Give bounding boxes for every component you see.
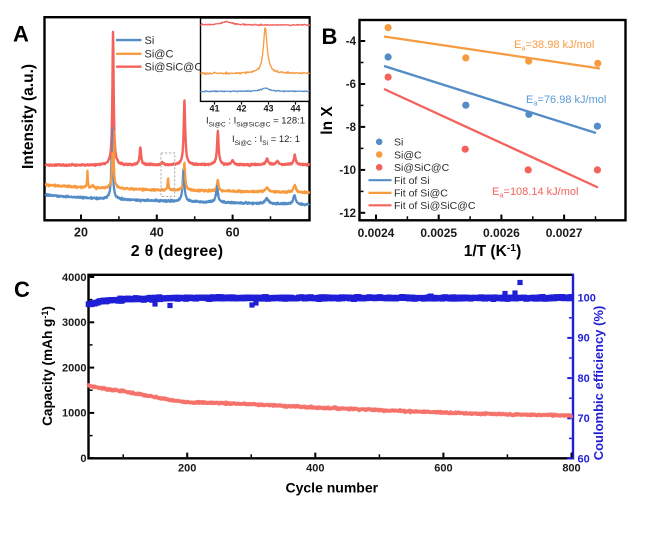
svg-text:Si@SiC@C: Si@SiC@C <box>394 162 450 174</box>
svg-text:Si: Si <box>145 35 155 47</box>
svg-text:Fit of Si@C: Fit of Si@C <box>394 188 448 200</box>
svg-text:60: 60 <box>578 453 590 465</box>
svg-text:100: 100 <box>578 293 596 305</box>
svg-text:Ea=76.98 kJ/mol: Ea=76.98 kJ/mol <box>526 94 606 108</box>
svg-text:0.0024: 0.0024 <box>358 226 395 240</box>
svg-text:0: 0 <box>80 453 86 465</box>
svg-text:60: 60 <box>226 226 240 240</box>
svg-text:C: C <box>14 277 30 302</box>
svg-text:800: 800 <box>562 463 580 475</box>
svg-text:42: 42 <box>236 104 246 114</box>
svg-text:3000: 3000 <box>62 317 86 329</box>
svg-text:Si@SiC@C: Si@SiC@C <box>145 62 203 74</box>
svg-text:200: 200 <box>178 463 196 475</box>
svg-text:Fit of Si@SiC@C: Fit of Si@SiC@C <box>394 200 476 212</box>
svg-text:43: 43 <box>263 104 273 114</box>
svg-text:1000: 1000 <box>62 408 86 420</box>
svg-text:-8: -8 <box>346 122 357 134</box>
svg-text:-4: -4 <box>346 36 357 48</box>
svg-text:Si@C: Si@C <box>145 49 174 61</box>
svg-text:Ea=38.98 kJ/mol: Ea=38.98 kJ/mol <box>514 39 594 53</box>
svg-text:Intensity (a.u.): Intensity (a.u.) <box>20 64 37 169</box>
svg-text:20: 20 <box>74 226 88 240</box>
svg-text:0.0027: 0.0027 <box>546 226 583 240</box>
svg-text:Si@C: Si@C <box>394 149 422 161</box>
svg-text:70: 70 <box>578 413 590 425</box>
svg-text:40: 40 <box>150 226 164 240</box>
svg-text:400: 400 <box>306 463 324 475</box>
svg-text:A: A <box>13 22 29 47</box>
svg-text:Coulombic efficiency (%): Coulombic efficiency (%) <box>591 306 606 461</box>
svg-text:2 θ (degree): 2 θ (degree) <box>131 243 224 260</box>
svg-text:Capacity (mAh g-1): Capacity (mAh g-1) <box>40 306 55 426</box>
svg-text:-12: -12 <box>339 208 356 220</box>
svg-text:ln X: ln X <box>319 106 336 135</box>
svg-text:4000: 4000 <box>62 272 86 284</box>
svg-text:-6: -6 <box>346 79 356 91</box>
svg-text:Si: Si <box>394 137 403 149</box>
svg-text:0.0025: 0.0025 <box>420 226 457 240</box>
svg-text:Fit of Si: Fit of Si <box>394 175 430 187</box>
svg-text:ISi@C : ISi@SiC@C = 128:1: ISi@C : ISi@SiC@C = 128:1 <box>206 116 305 129</box>
svg-text:Ea=108.14 kJ/mol: Ea=108.14 kJ/mol <box>492 186 578 200</box>
svg-text:Cycle number: Cycle number <box>286 480 379 496</box>
svg-text:0.0026: 0.0026 <box>483 226 520 240</box>
svg-text:B: B <box>322 24 338 49</box>
svg-text:90: 90 <box>578 333 590 345</box>
svg-text:2000: 2000 <box>62 362 86 374</box>
svg-text:41: 41 <box>209 104 219 114</box>
svg-text:80: 80 <box>578 373 590 385</box>
svg-text:600: 600 <box>434 463 452 475</box>
svg-text:44: 44 <box>290 104 300 114</box>
svg-text:-10: -10 <box>339 165 356 177</box>
